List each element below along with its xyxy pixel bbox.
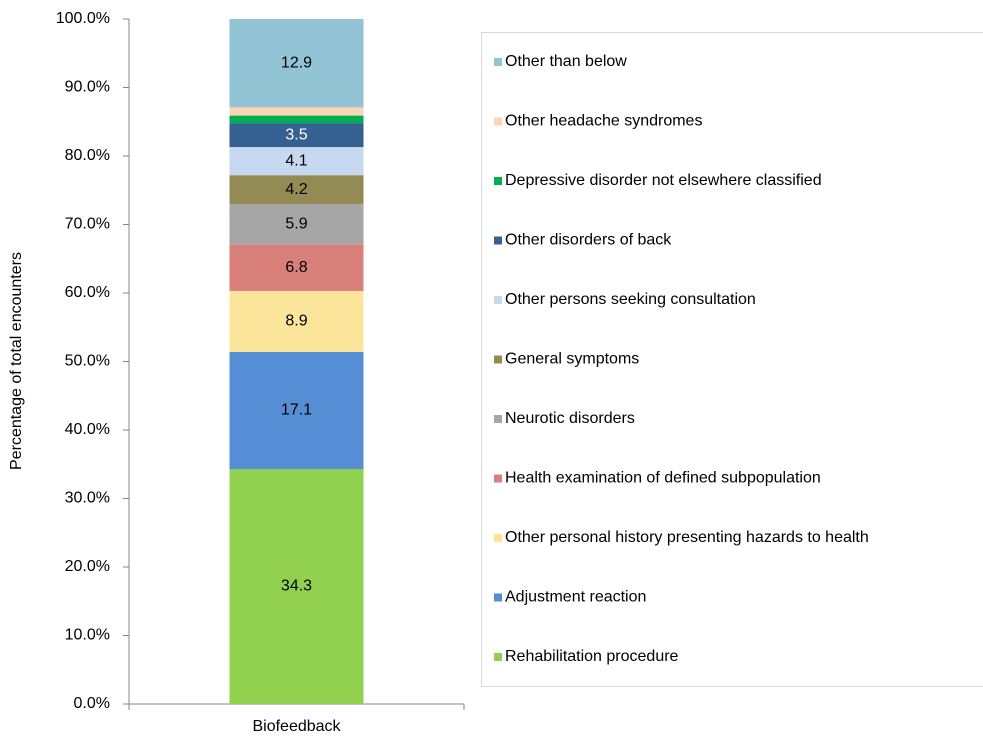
legend-marker bbox=[494, 474, 502, 483]
legend-marker bbox=[494, 415, 502, 423]
legend-marker bbox=[494, 355, 502, 364]
y-axis-title: Percentage of total encounters bbox=[8, 252, 25, 470]
legend-marker bbox=[494, 593, 502, 602]
legend-label: Other disorders of back bbox=[505, 232, 672, 249]
y-tick-label: 0.0% bbox=[74, 695, 110, 712]
legend-marker bbox=[494, 117, 502, 126]
y-tick-label: 20.0% bbox=[65, 558, 110, 575]
bar-segment bbox=[229, 175, 364, 204]
legend-label: Other personal history presenting hazard… bbox=[505, 529, 869, 546]
value-label: 6.8 bbox=[285, 259, 307, 276]
legend-label: Other headache syndromes bbox=[505, 113, 702, 130]
bar-segment bbox=[229, 351, 364, 470]
legend-label: Depressive disorder not elsewhere classi… bbox=[505, 172, 822, 189]
legend-marker bbox=[494, 58, 502, 66]
y-tick-label: 60.0% bbox=[65, 284, 110, 301]
y-tick-label: 50.0% bbox=[65, 353, 110, 370]
value-label: 3.5 bbox=[285, 126, 307, 143]
value-label: 12.9 bbox=[281, 54, 312, 71]
y-tick-label: 40.0% bbox=[65, 421, 110, 438]
value-label: 4.1 bbox=[285, 152, 307, 169]
y-tick-label: 80.0% bbox=[65, 147, 110, 164]
y-tick-label: 70.0% bbox=[65, 216, 110, 233]
legend-box bbox=[481, 32, 983, 687]
legend-label: General symptoms bbox=[505, 351, 639, 368]
legend-marker bbox=[494, 296, 502, 304]
bar-segment bbox=[229, 203, 364, 245]
value-label: 5.9 bbox=[285, 215, 307, 232]
value-label: 34.3 bbox=[281, 578, 312, 595]
y-tick-label: 30.0% bbox=[65, 490, 110, 507]
legend-marker bbox=[494, 653, 502, 661]
y-tick-label: 10.0% bbox=[65, 627, 110, 644]
legend-label: Neurotic disorders bbox=[505, 410, 635, 427]
bar-segment bbox=[229, 244, 364, 291]
x-tick-label: Biofeedback bbox=[252, 718, 341, 735]
bar-segment bbox=[229, 469, 364, 704]
y-tick-label: 100.0% bbox=[56, 10, 110, 27]
value-label: 4.2 bbox=[285, 181, 307, 198]
y-tick-label: 90.0% bbox=[65, 79, 110, 96]
legend-label: Adjustment reaction bbox=[505, 589, 646, 606]
bar-segment bbox=[229, 107, 364, 116]
bar-segment bbox=[229, 115, 364, 124]
value-label: 17.1 bbox=[281, 402, 312, 419]
legend-marker bbox=[494, 534, 502, 542]
legend-label: Health examination of defined subpopulat… bbox=[505, 470, 821, 487]
legend-label: Other than below bbox=[505, 53, 627, 70]
legend-marker bbox=[494, 236, 502, 245]
bar-segment bbox=[229, 123, 364, 148]
legend-marker bbox=[494, 177, 502, 185]
bar-segment bbox=[229, 147, 364, 176]
legend-label: Other persons seeking consultation bbox=[505, 291, 756, 308]
legend-label: Rehabilitation procedure bbox=[505, 648, 679, 665]
bar-segment bbox=[229, 19, 364, 108]
value-label: 8.9 bbox=[285, 313, 307, 330]
bar-segment bbox=[229, 290, 364, 352]
